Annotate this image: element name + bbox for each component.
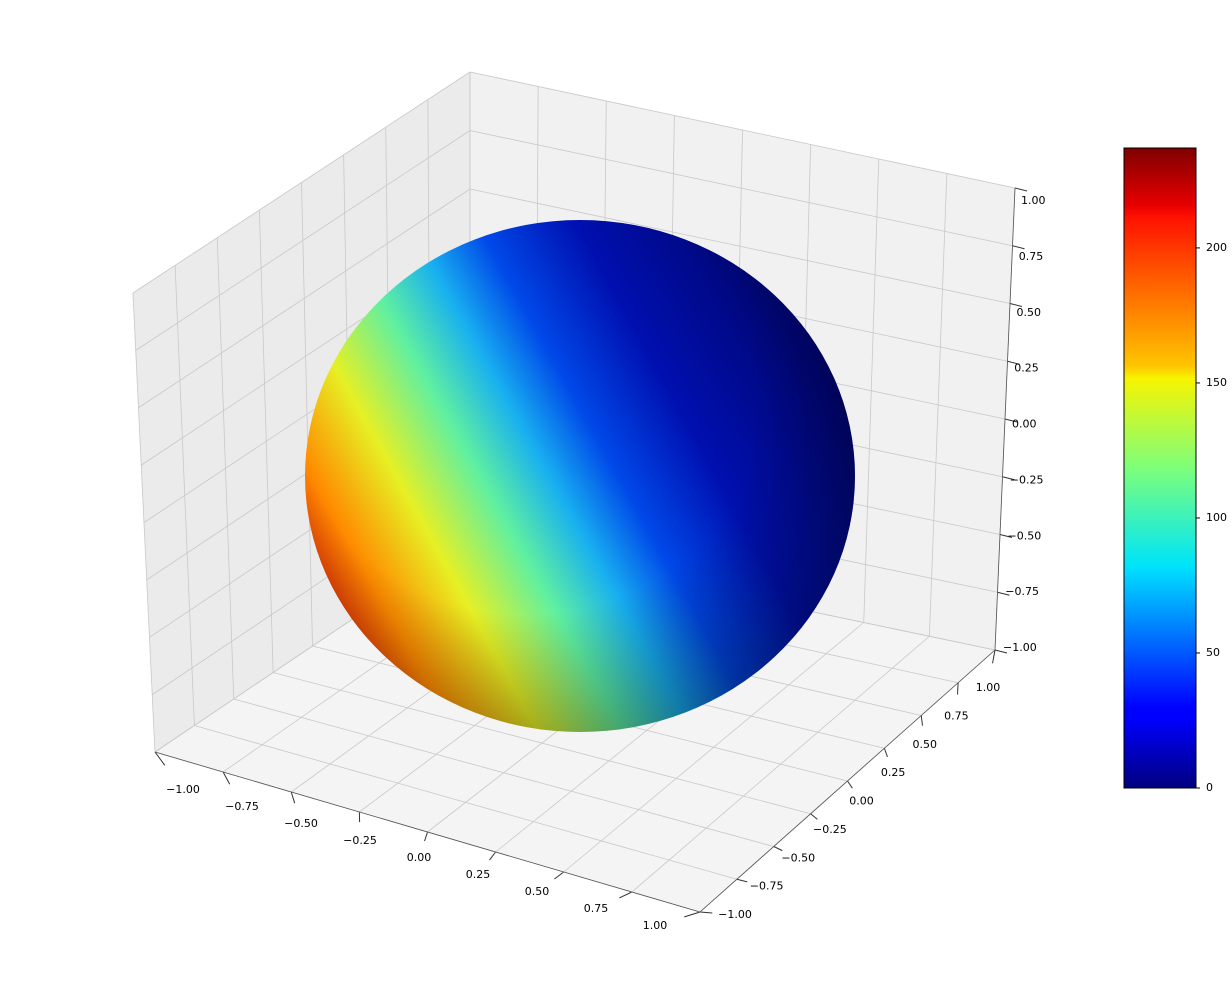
x-tick-label: −0.25 [343, 834, 377, 847]
tick-mark [1012, 245, 1025, 250]
y-tick-label: 0.50 [913, 738, 938, 751]
z-tick-label: −0.50 [1008, 529, 1042, 542]
z-tick-label: 0.50 [1017, 306, 1042, 319]
tick-mark [290, 791, 296, 804]
tick-mark [1009, 303, 1023, 307]
colorbar-tick-label: 200 [1206, 241, 1227, 254]
colorbar-tick-label: 100 [1206, 511, 1227, 524]
grid-line [469, 71, 1016, 189]
grid-line [194, 725, 737, 880]
tick-mark [957, 682, 959, 695]
x-tick-label: 0.00 [407, 851, 432, 864]
sphere-surface [305, 220, 855, 732]
z-tick-label: −0.75 [1005, 585, 1039, 598]
tick-mark [992, 649, 996, 664]
tick-mark [1004, 418, 1018, 423]
y-tick-label: −0.25 [813, 823, 847, 836]
tick-mark [773, 846, 783, 852]
tick-mark [810, 813, 818, 820]
x-tick-label: 1.00 [643, 919, 668, 932]
tick-mark [1007, 360, 1020, 365]
y-tick-label: −1.00 [718, 908, 752, 921]
colorbar-tick-label: 150 [1206, 376, 1227, 389]
z-tick-label: 1.00 [1021, 194, 1046, 207]
z-tick-label: 0.75 [1019, 250, 1044, 263]
tick-mark [154, 751, 166, 766]
tick-mark [994, 649, 1008, 654]
tick-mark [489, 851, 497, 861]
z-tick-label: −1.00 [1003, 641, 1037, 654]
x-tick-label: −1.00 [166, 783, 200, 796]
z-tick-label: 0.00 [1012, 418, 1037, 431]
tick-mark [699, 911, 713, 914]
y-tick-label: 0.00 [849, 795, 874, 808]
tick-mark [736, 878, 748, 883]
x-tick-label: −0.50 [284, 817, 318, 830]
tick-mark [847, 780, 853, 789]
tick-mark [1014, 187, 1028, 192]
grid-line [132, 71, 471, 294]
colorbar-tick-label: 50 [1206, 646, 1220, 659]
tick-mark [920, 715, 923, 726]
y-tick-label: −0.50 [781, 851, 815, 864]
tick-mark [999, 534, 1013, 538]
colorbar: 0 50 100 150 200 [1123, 147, 1227, 794]
y-tick-label: 1.00 [976, 681, 1001, 694]
grid-line [135, 130, 471, 351]
z-axis-line [994, 187, 1016, 651]
tick-mark [222, 771, 231, 785]
tick-mark [883, 748, 888, 758]
tick-mark [554, 871, 565, 880]
tick-mark [1002, 476, 1015, 481]
x-tick-label: −0.75 [225, 800, 259, 813]
x-axis-line [154, 751, 701, 913]
grid-line [469, 188, 1011, 304]
x-tick-label: 0.25 [466, 868, 491, 881]
y-axis-line [699, 649, 996, 913]
tick-mark [997, 591, 1010, 596]
colorbar-gradient [1123, 147, 1197, 789]
tick-mark [684, 911, 701, 918]
tick-mark [424, 831, 428, 842]
z-tick-label: −0.25 [1010, 473, 1044, 486]
grid-line [469, 130, 1013, 247]
grid-line [233, 698, 774, 847]
x-tick-label: 0.50 [525, 885, 550, 898]
y-tick-label: 0.75 [944, 709, 969, 722]
x-tick-label: 0.75 [584, 902, 609, 915]
z-tick-label: 0.25 [1014, 362, 1039, 375]
grid-line [273, 672, 811, 815]
grid-line [138, 188, 471, 409]
y-tick-label: 0.25 [881, 766, 906, 779]
colorbar-tick-label: 0 [1206, 781, 1213, 794]
y-tick-label: −0.75 [750, 880, 784, 893]
sphere-shading [305, 220, 855, 732]
tick-mark [619, 891, 633, 899]
